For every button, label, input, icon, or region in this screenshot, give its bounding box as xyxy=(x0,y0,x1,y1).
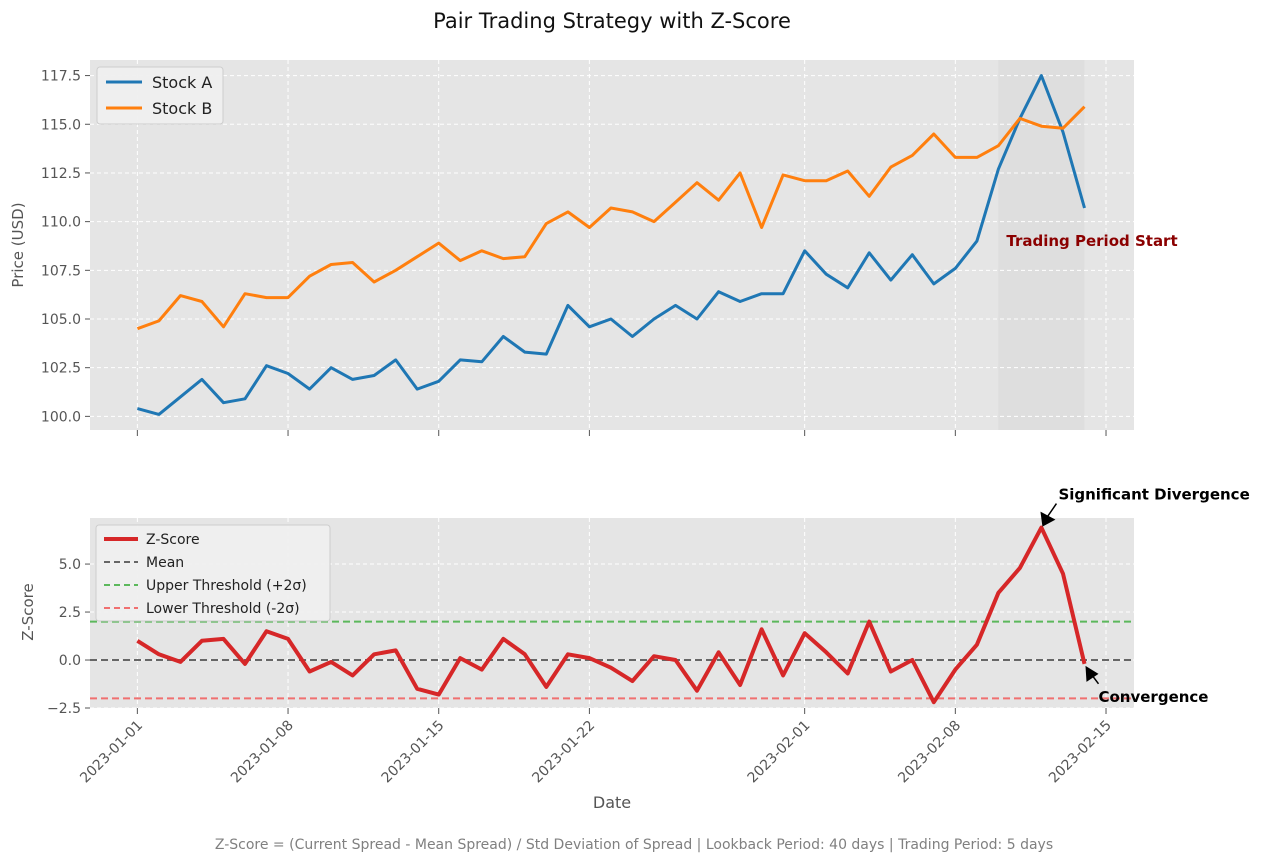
x-tick-label: 2023-02-08 xyxy=(895,718,964,787)
x-tick-label: 2023-01-15 xyxy=(379,718,448,787)
legend-label-mean: Mean xyxy=(146,555,184,571)
series-line-stock-b xyxy=(136,105,1086,331)
price-y-axis-label: Price (USD) xyxy=(9,202,27,287)
x-tick-label: 2023-02-01 xyxy=(745,718,814,787)
zscore-y-tick-label: 2.5 xyxy=(59,605,81,621)
x-tick-label: 2023-01-01 xyxy=(77,718,146,787)
price-y-tick-label: 105.0 xyxy=(41,312,81,328)
price-y-tick-label: 102.5 xyxy=(41,361,81,377)
price-panel: 100.0 102.5 105.0 107.5 110.0 112.5 115.0 117.5… xyxy=(9,60,1178,436)
series-line-stock-a xyxy=(137,74,1086,416)
zscore-y-tick-label: 0.0 xyxy=(59,653,81,669)
zscore-y-axis-label: Z-Score xyxy=(19,583,37,640)
figure-title: Pair Trading Strategy with Z-Score xyxy=(433,9,791,33)
zscore-legend: Z-Score Mean Upper Threshold (+2σ) Lower… xyxy=(95,524,331,622)
price-plot-area xyxy=(90,60,1134,430)
x-tick-label: 2023-01-08 xyxy=(228,718,297,787)
price-y-tick-label: 107.5 xyxy=(41,263,81,279)
legend-label-upper-threshold: Upper Threshold (+2σ) xyxy=(146,578,307,594)
price-y-tick-label: 112.5 xyxy=(41,166,81,182)
zscore-legend-box xyxy=(95,524,331,622)
legend-label-stock-a: Stock A xyxy=(152,73,212,92)
legend-label-stock-b: Stock B xyxy=(152,99,212,118)
price-y-tick-label: 117.5 xyxy=(41,69,81,85)
convergence-arrow-head xyxy=(1085,665,1099,682)
price-y-tick-label: 100.0 xyxy=(41,409,81,425)
zscore-panel: −2.5 0.0 2.5 5.0 2023-01-01 2023-01-08 2023-0… xyxy=(19,486,1250,812)
price-y-tick-label: 110.0 xyxy=(41,215,81,231)
price-y-tick-label: 115.0 xyxy=(41,117,81,133)
zscore-y-tick-label: 5.0 xyxy=(59,557,81,573)
x-tick-label: 2023-01-22 xyxy=(529,718,598,787)
convergence-annotation: Convergence xyxy=(1098,688,1208,706)
series-line-zscore xyxy=(136,525,1087,705)
zscore-y-tick-label: −2.5 xyxy=(47,701,81,717)
x-axis-label: Date xyxy=(593,793,631,812)
divergence-arrow-head xyxy=(1040,511,1056,527)
x-tick-label: 2023-02-15 xyxy=(1046,718,1115,787)
significant-divergence-annotation: Significant Divergence xyxy=(1058,486,1249,504)
price-legend: Stock A Stock B xyxy=(96,66,224,125)
footnote: Z-Score = (Current Spread - Mean Spread)… xyxy=(215,837,1053,853)
legend-label-zscore: Z-Score xyxy=(146,532,200,548)
legend-label-lower-threshold: Lower Threshold (-2σ) xyxy=(146,601,300,617)
trading-period-start-annotation: Trading Period Start xyxy=(1006,232,1177,250)
